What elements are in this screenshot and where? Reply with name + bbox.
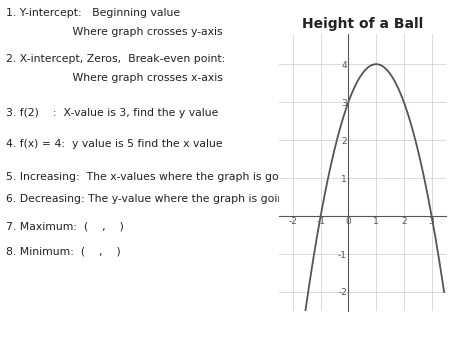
- Text: 5. Increasing:  The x-values where the graph is going up: 5. Increasing: The x-values where the gr…: [5, 172, 313, 183]
- Text: 3. f(2)    :  X-value is 3, find the y value: 3. f(2) : X-value is 3, find the y value: [5, 108, 218, 118]
- Text: 1. Y-intercept:   Beginning value: 1. Y-intercept: Beginning value: [5, 8, 180, 19]
- Text: 2. X-intercept, Zeros,  Break-even point:: 2. X-intercept, Zeros, Break-even point:: [5, 54, 225, 64]
- Text: Where graph crosses y-axis: Where graph crosses y-axis: [5, 27, 222, 37]
- Text: 4. f(x) = 4:  y value is 5 find the x value: 4. f(x) = 4: y value is 5 find the x val…: [5, 139, 222, 149]
- Text: 7. Maximum:  (    ,    ): 7. Maximum: ( , ): [5, 221, 123, 232]
- Title: Height of a Ball: Height of a Ball: [302, 17, 423, 31]
- Text: 6. Decreasing: The y-value where the graph is going down: 6. Decreasing: The y-value where the gra…: [5, 194, 324, 204]
- Text: Where graph crosses x-axis: Where graph crosses x-axis: [5, 73, 222, 83]
- Text: 8. Minimum:  (    ,    ): 8. Minimum: ( , ): [5, 247, 120, 257]
